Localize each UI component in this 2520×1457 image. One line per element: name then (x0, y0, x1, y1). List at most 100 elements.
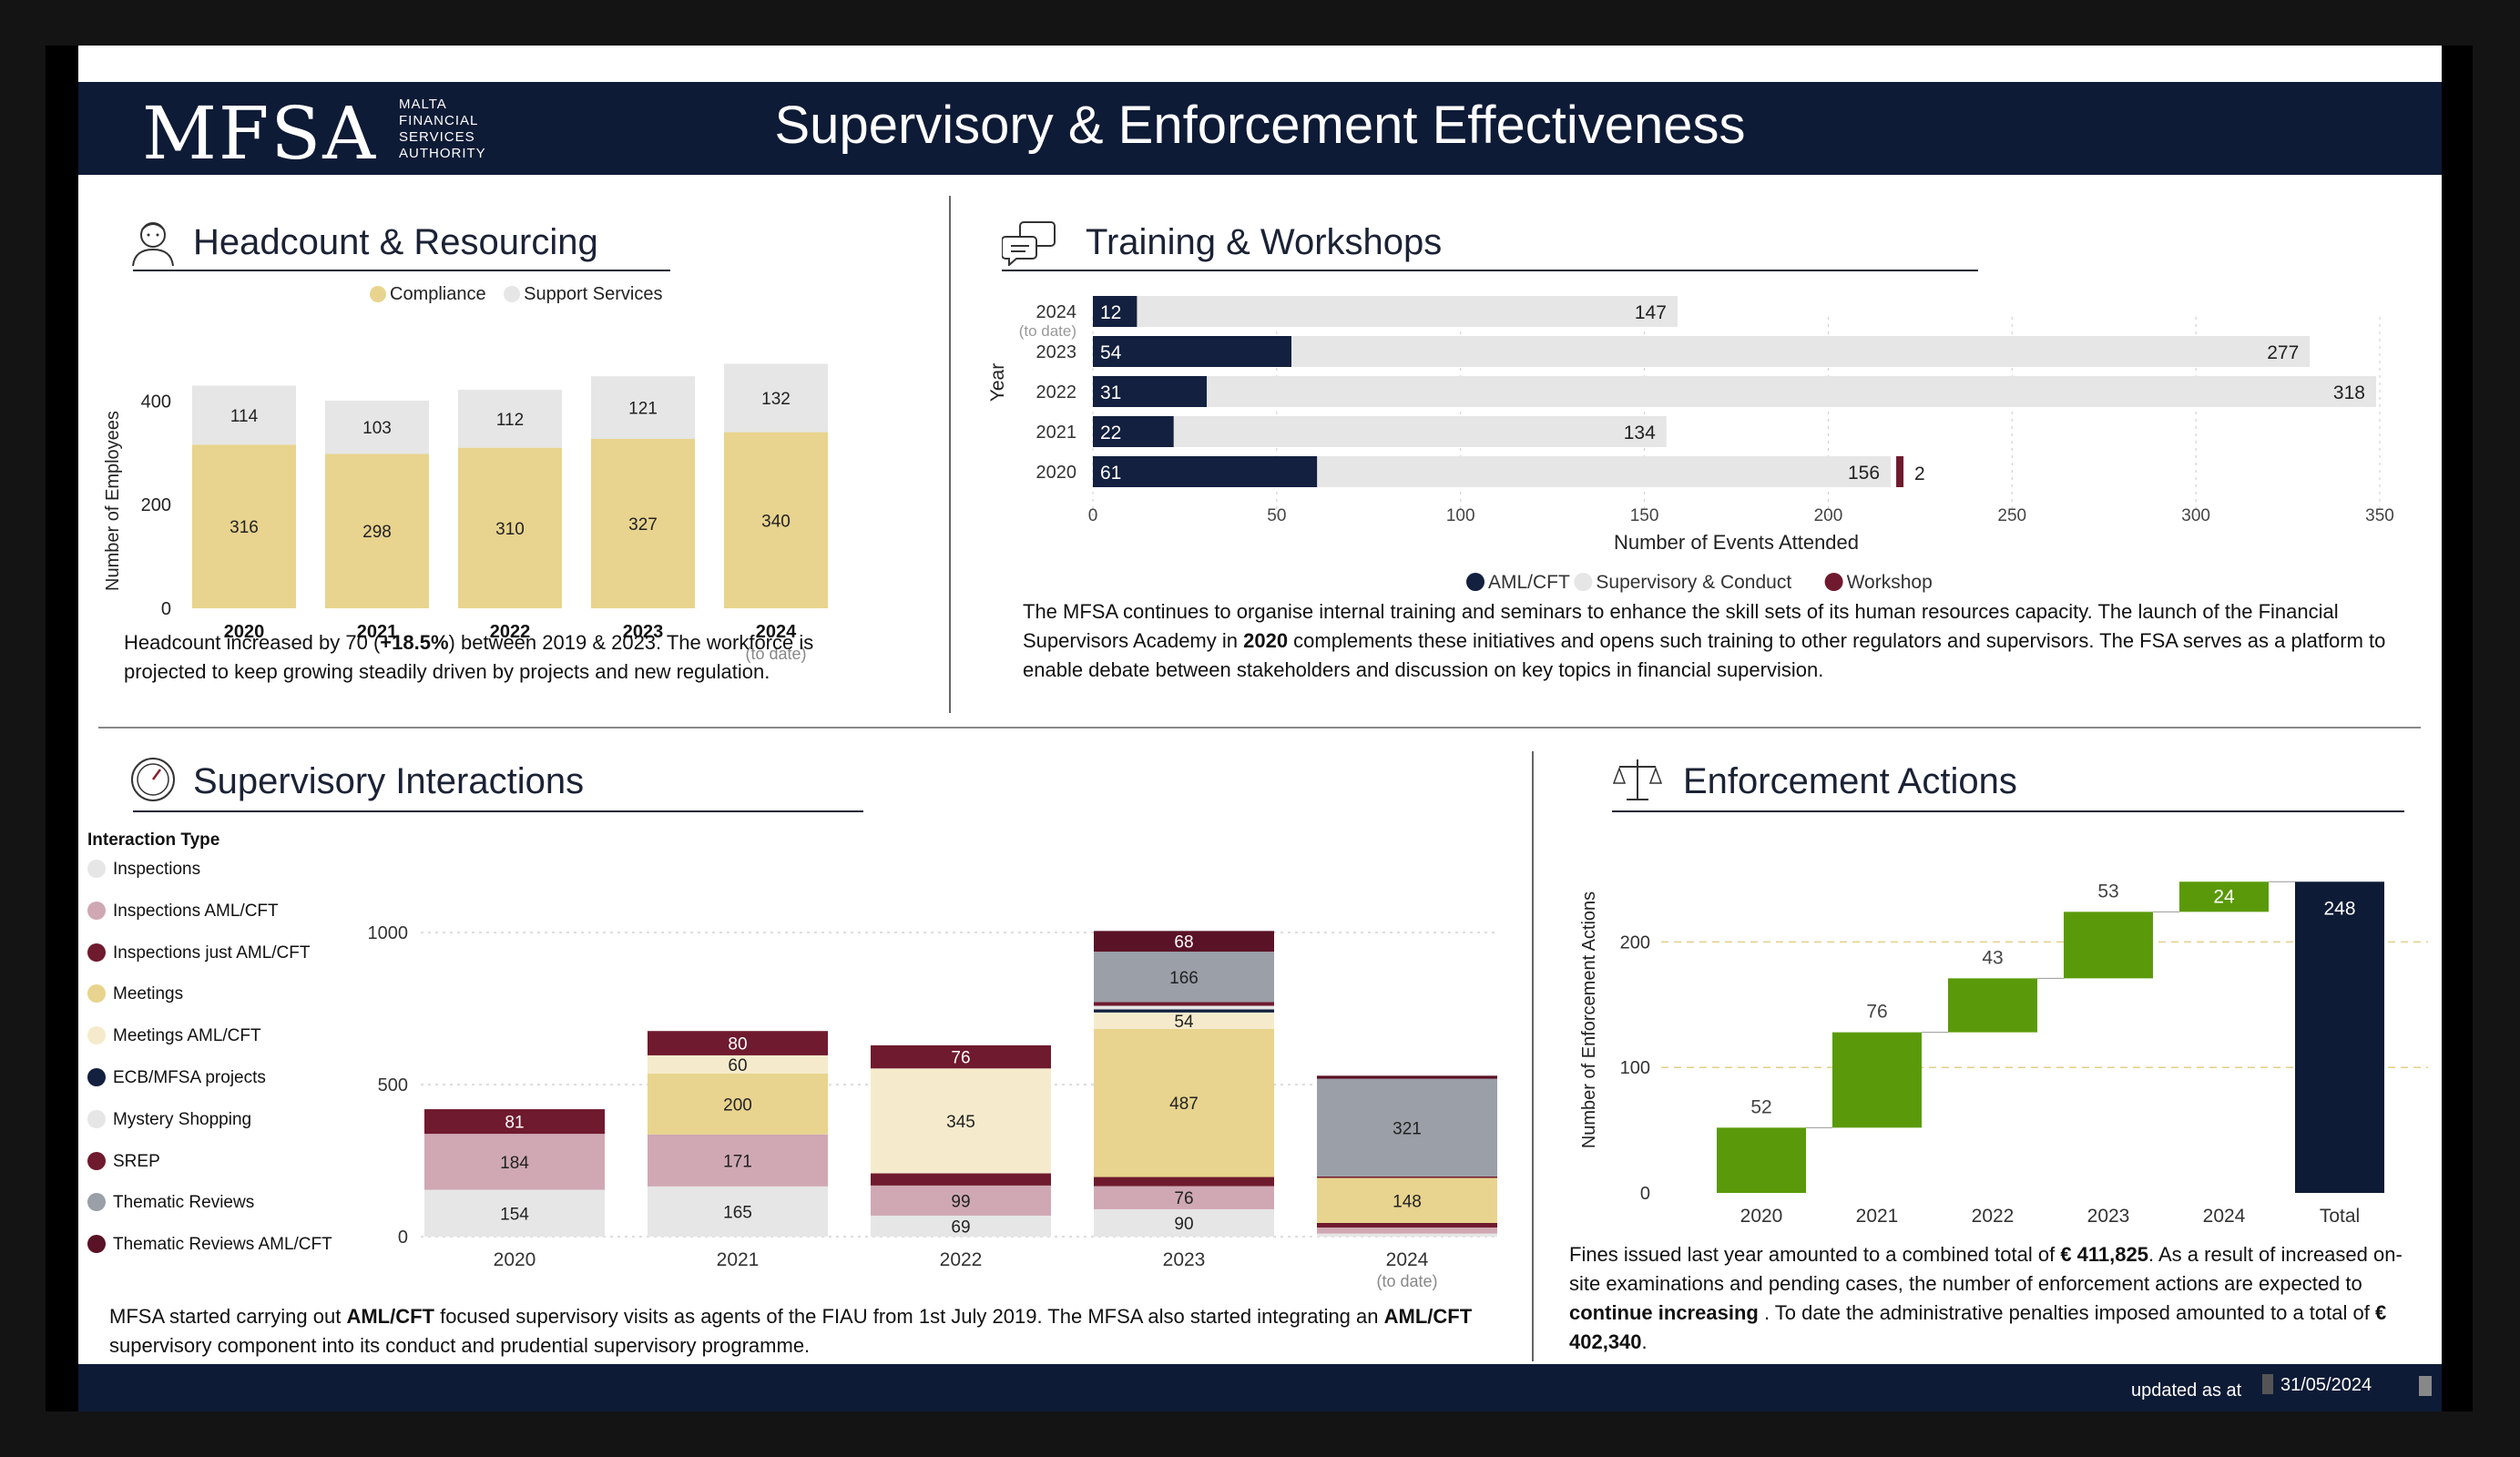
y-tick-label: 2024 (1036, 302, 1077, 322)
page-title: Supervisory & Enforcement Effectiveness (774, 96, 1746, 155)
bar-segment (1094, 1002, 1274, 1006)
y-tick-sublabel: (to date) (1019, 322, 1076, 340)
legend-dot (87, 1235, 106, 1254)
note-bold: € 411,825 (2060, 1243, 2148, 1266)
person-icon (132, 222, 174, 267)
bar-value-label: 134 (1624, 423, 1656, 443)
x-tick-label: 2021 (1856, 1206, 1899, 1227)
x-tick-label: 2022 (490, 622, 531, 642)
bar-segment (424, 1134, 605, 1190)
bar-value-label: 318 (2333, 382, 2365, 403)
bar-segment (648, 1073, 828, 1135)
bar-value-label: 60 (728, 1056, 747, 1075)
note-bold: € 402,340 (1569, 1301, 2387, 1353)
x-tick-label: 2024 (756, 622, 797, 642)
bar-value-label: 166 (1169, 969, 1199, 988)
legend-label: Inspections AML/CFT (113, 901, 279, 921)
legend-item: Thematic Reviews (87, 1193, 254, 1213)
bar-segment (1094, 1177, 1274, 1187)
bar-segment (1094, 1005, 1274, 1010)
bar-value-label: 43 (1982, 947, 2003, 968)
interaction-legend-title: Interaction Type (87, 830, 220, 850)
training-chart-svg: 0 50 100 150 200 250 300 350 Number of Events At… (987, 296, 2394, 593)
x-tick-label: 2024 (1386, 1249, 1429, 1270)
bar-segment (1317, 1075, 1497, 1079)
legend-label: Inspections just AML/CFT (113, 942, 311, 963)
bar-value-label: 316 (230, 518, 259, 537)
bar-value-label: 487 (1169, 1095, 1199, 1114)
y-tick-label: 0 (1640, 1184, 1650, 1204)
bar-value-label: 99 (951, 1192, 970, 1211)
bar-segment (1832, 1032, 1922, 1128)
corner-marker-icon (2419, 1376, 2432, 1396)
note-text: . To date the administrative penalties i… (1758, 1301, 2375, 1324)
bar-value-label: 80 (728, 1035, 747, 1055)
bar-value-label: 112 (496, 411, 524, 430)
bar-value-label: 345 (946, 1113, 975, 1132)
bar-value-label: 156 (1848, 463, 1880, 484)
bar-value-label: 148 (1393, 1192, 1422, 1211)
bar-segment (1317, 1078, 1497, 1177)
x-tick-label: Total (2320, 1206, 2360, 1227)
bar-segment (648, 1186, 828, 1237)
legend-dot (87, 1068, 106, 1086)
bar-value-label: 121 (628, 400, 658, 419)
bar-segment (591, 376, 695, 439)
headcount-title-underline (133, 270, 670, 271)
legend-dot (87, 1026, 106, 1045)
x-tick-label: 2020 (1740, 1206, 1783, 1227)
bar-value-label: 53 (2097, 881, 2118, 902)
gauge-icon (131, 758, 175, 801)
divider-vertical-top (949, 196, 951, 713)
legend-label: SREP (113, 1151, 160, 1171)
y-tick-label: 2020 (1036, 463, 1077, 483)
note-text: The MFSA continues to organise internal … (1023, 600, 2339, 652)
y-axis-label: Number of Employees (103, 411, 123, 591)
legend-label: Compliance (390, 284, 486, 304)
bar-segment (1896, 456, 1904, 487)
bar-segment (192, 444, 296, 608)
bar-value-label: 132 (761, 390, 791, 409)
bar-value-label: 68 (1174, 933, 1193, 953)
legend-item: ECB/MFSA projects (87, 1068, 266, 1088)
bar-value-label: 340 (761, 512, 791, 531)
bar-segment (871, 1044, 1051, 1069)
bar-value-label: 69 (951, 1218, 970, 1237)
x-tick-label: 0 (1088, 506, 1098, 525)
scales-icon (1612, 759, 1663, 800)
bar-segment (424, 1109, 605, 1135)
bar-segment (424, 1189, 605, 1237)
note-text: supervisory component into its conduct a… (109, 1334, 811, 1357)
bar-segment (871, 1215, 1051, 1237)
training-title-underline (1002, 270, 1978, 271)
bar-segment (1093, 296, 1138, 327)
y-tick-label: 100 (1620, 1058, 1650, 1078)
logo-subtitle: MALTA FINANCIAL SERVICES AUTHORITY (399, 97, 486, 162)
enforcement-chart-svg: 0 100 200 Number of Enforcement Actions 52 20… (1579, 881, 2428, 1227)
y-tick-label: 0 (398, 1228, 408, 1248)
bar-value-label: 310 (495, 520, 525, 539)
y-tick-label: 2022 (1036, 382, 1077, 402)
legend-dot (1574, 573, 1593, 591)
bar-segment (648, 1134, 828, 1187)
bar-segment (1317, 1177, 1497, 1223)
bar-value-label: 277 (2267, 342, 2299, 363)
legend-dot (1824, 573, 1843, 591)
legend-dot (87, 1151, 106, 1170)
y-tick-label: 500 (378, 1075, 408, 1095)
legend-label: Meetings (113, 984, 184, 1004)
enforcement-title-underline (1612, 810, 2404, 812)
bar-segment (458, 389, 562, 448)
bar-value-label: 76 (951, 1049, 970, 1068)
bar-segment (1317, 456, 1892, 487)
enforcement-note: Fines issued last year amounted to a com… (1569, 1240, 2407, 1357)
bar-segment (1094, 1186, 1274, 1209)
note-text: ) between 2019 & 2023. The workforce is … (124, 631, 814, 683)
bar-segment (458, 447, 562, 608)
legend-label: Thematic Reviews (113, 1193, 255, 1213)
bar-value-label: 24 (2213, 886, 2235, 907)
training-note: The MFSA continues to organise internal … (1023, 597, 2389, 685)
bar-value-label: 22 (1100, 423, 1121, 443)
headcount-note: Headcount increased by 70 (+18.5%) betwe… (124, 628, 871, 687)
legend-item: Inspections just AML/CFT (87, 942, 311, 963)
